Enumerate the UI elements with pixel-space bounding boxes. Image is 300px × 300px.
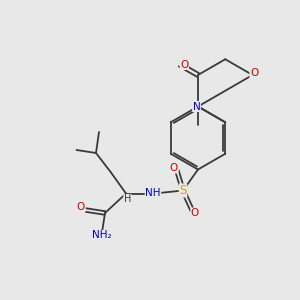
Text: O: O — [250, 68, 258, 79]
Text: N: N — [193, 101, 200, 112]
Text: NH: NH — [145, 188, 161, 199]
Text: O: O — [191, 208, 199, 218]
Text: S: S — [179, 184, 187, 197]
Text: O: O — [180, 59, 188, 70]
Text: NH₂: NH₂ — [92, 230, 112, 241]
Text: O: O — [170, 163, 178, 173]
Text: O: O — [77, 202, 85, 212]
Text: H: H — [124, 194, 131, 205]
